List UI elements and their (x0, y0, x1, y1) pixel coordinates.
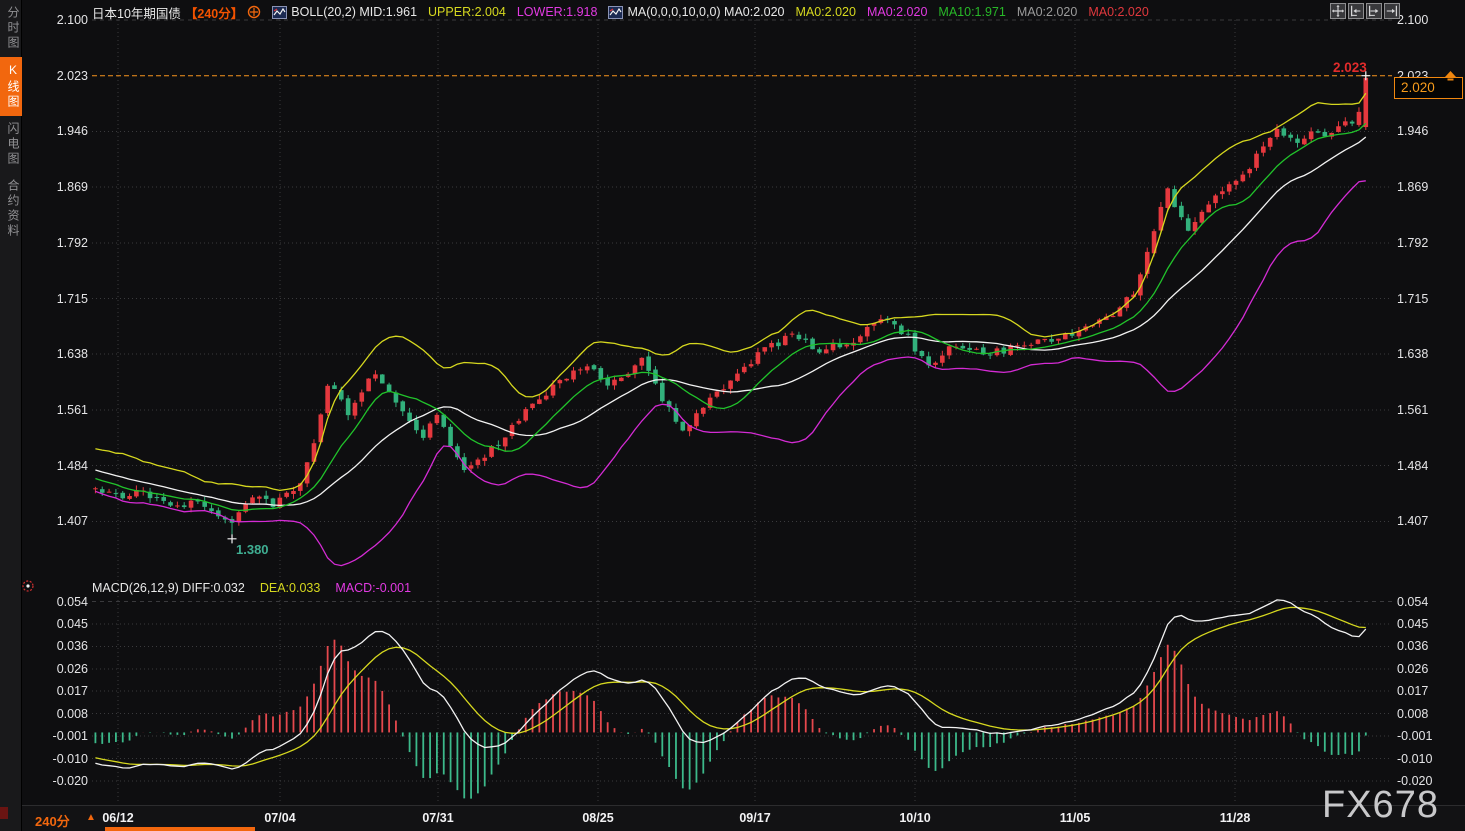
price-tick-right: 1.792 (1397, 235, 1429, 250)
sidebar-tab-1[interactable]: 分时图 (6, 6, 20, 51)
time-axis-bar: 240分 ▲ 06/12 07/04 07/31 08/25 09/17 10/10 11/… (0, 805, 1465, 831)
macd-tick-right: -0.020 (1397, 773, 1433, 788)
date-label: 08/25 (582, 811, 614, 825)
macd-tick-left: 0.045 (56, 616, 88, 631)
indicator-settings-icon[interactable] (247, 5, 261, 19)
chart-header: 日本10年期国债 【240分】 BOLL(20,2) MID:1.961 UPPE… (92, 3, 1149, 21)
macd-tick-right: 0.008 (1397, 706, 1429, 721)
macd-tick-left: 0.017 (56, 684, 88, 699)
date-label: 11/28 (1219, 811, 1251, 825)
sidebar: 分时图 K线图闪电图合约资料 (0, 0, 22, 831)
date-label: 11/05 (1059, 811, 1091, 825)
price-tick-left: 1.638 (56, 347, 88, 362)
macd-tick-right: 0.054 (1397, 594, 1429, 609)
price-tick-right: 1.484 (1397, 458, 1429, 473)
date-label: 07/04 (264, 811, 296, 825)
sidebar-tab-3[interactable]: 闪电图 (6, 122, 20, 167)
watermark: FX678 (1322, 784, 1439, 826)
sidebar-bottom-marker (0, 807, 8, 819)
price-up-arrow-icon (1444, 68, 1457, 86)
macd-tick-left: 0.054 (56, 594, 88, 609)
price-tick-left: 1.407 (56, 514, 88, 529)
date-label: 07/31 (422, 811, 454, 825)
macd-tick-left: 0.026 (56, 661, 88, 676)
macd-tick-left: 0.036 (56, 639, 88, 654)
indicator-value: MA0:2.020 (1016, 5, 1078, 19)
date-label: 09/17 (739, 811, 771, 825)
price-tick-left: 1.484 (56, 458, 88, 473)
indicator-value: MA10:1.971 (938, 5, 1006, 19)
instrument-title: 日本10年期国债 (92, 6, 181, 21)
price-tick-right: 1.715 (1397, 291, 1429, 306)
compress-left-icon[interactable] (1348, 3, 1364, 19)
last-price-value: 2.020 (1401, 80, 1435, 95)
price-tick-left: 2.023 (56, 68, 88, 83)
chart-toolbar (1330, 3, 1400, 19)
price-tick-right: 1.561 (1397, 402, 1429, 417)
macd-tick-right: -0.010 (1397, 751, 1433, 766)
date-label: 06/12 (102, 811, 134, 825)
chart-mini-icon (272, 5, 288, 19)
price-tick-left: 1.715 (56, 291, 88, 306)
macd-indicator-icon[interactable] (21, 579, 35, 593)
macd-tick-left: -0.020 (52, 773, 88, 788)
indicator-value: MA0:2.020 (866, 5, 928, 19)
macd-tick-left: -0.010 (52, 751, 88, 766)
price-tick-left: 2.100 (56, 13, 88, 27)
indicator-value: BOLL(20,2) MID:1.961 (291, 5, 418, 19)
macd-tick-left: 0.008 (56, 706, 88, 721)
period-selector[interactable]: 240分 (35, 814, 70, 829)
macd-value: MACD(26,12,9) DIFF:0.032 (92, 581, 245, 595)
period-tag: 【240分】 (184, 6, 244, 21)
shift-right-icon[interactable] (1384, 3, 1400, 19)
macd-tick-left: -0.001 (52, 729, 88, 744)
macd-value: MACD:-0.001 (335, 581, 412, 595)
last-price-box: 2.020 (1394, 77, 1463, 99)
macd-tick-right: 0.017 (1397, 684, 1429, 699)
chart-scrollbar-thumb[interactable] (105, 827, 255, 831)
price-tick-right: 1.869 (1397, 180, 1429, 195)
date-label: 10/10 (899, 811, 931, 825)
price-tick-right: 1.946 (1397, 124, 1429, 139)
step-right-icon[interactable] (1366, 3, 1382, 19)
macd-tick-right: 0.026 (1397, 661, 1429, 676)
chart-mini-icon (608, 5, 624, 19)
price-tick-right: 1.638 (1397, 347, 1429, 362)
session-high-label: 2.023 (1333, 60, 1367, 75)
indicator-value: MA0:2.020 (1088, 5, 1149, 19)
period-caret-icon[interactable]: ▲ (86, 812, 96, 823)
indicator-value: MA0:2.020 (795, 5, 856, 19)
macd-tick-right: -0.001 (1397, 729, 1433, 744)
pan-icon[interactable] (1330, 3, 1346, 19)
indicator-value: LOWER:1.918 (516, 5, 598, 19)
indicator-value: MA(0,0,0,10,0,0) MA0:2.020 (627, 5, 785, 19)
price-tick-left: 1.792 (56, 235, 88, 250)
session-low-label: 1.380 (236, 542, 269, 557)
price-tick-left: 1.561 (56, 402, 88, 417)
price-tick-left: 1.869 (56, 180, 88, 195)
price-tick-right: 1.407 (1397, 514, 1429, 529)
macd-value: DEA:0.033 (259, 581, 321, 595)
macd-tick-right: 0.036 (1397, 639, 1429, 654)
macd-header: MACD(26,12,9) DIFF:0.032 DEA:0.033 MACD:-0… (92, 581, 411, 595)
price-tick-left: 1.946 (56, 124, 88, 139)
price-tick-right: 2.100 (1397, 13, 1429, 27)
sidebar-tab-2[interactable]: K线图 (0, 57, 22, 116)
indicator-values: BOLL(20,2) MID:1.961 UPPER:2.004 LOWER:1.9… (272, 5, 1149, 19)
sidebar-tab-4[interactable]: 合约资料 (6, 179, 20, 239)
indicator-value: UPPER:2.004 (428, 5, 506, 19)
macd-tick-right: 0.045 (1397, 616, 1429, 631)
